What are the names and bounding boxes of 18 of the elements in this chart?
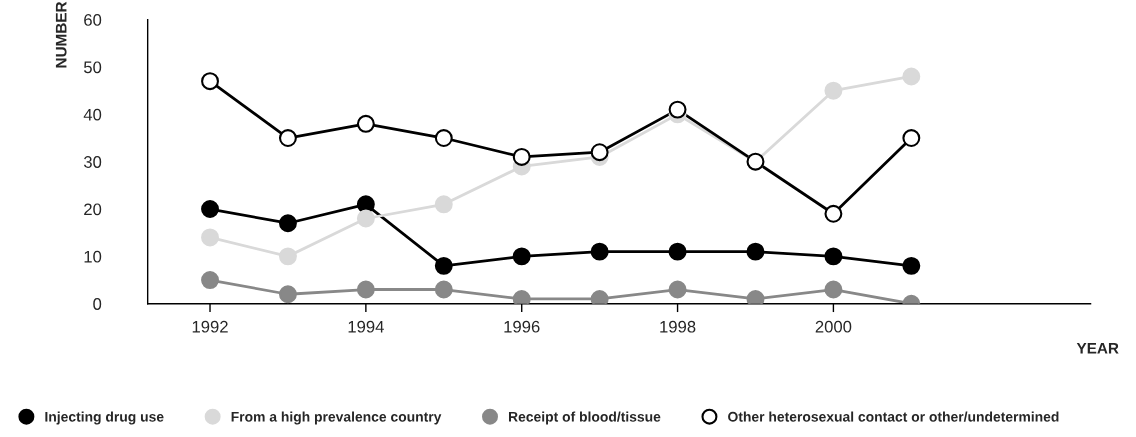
x-tick-label: 1994 <box>348 320 384 333</box>
y-tick-label: 30 <box>83 156 102 168</box>
x-axis-title: YEAR <box>1076 343 1119 354</box>
y-tick-label: 0 <box>93 298 102 310</box>
y-tick-label: 60 <box>84 14 102 26</box>
y-tick-label: 20 <box>84 203 102 216</box>
legend-label: Receipt of blood/tissue <box>508 411 661 425</box>
y-tick-label: 10 <box>84 250 102 263</box>
x-tick-label: 2000 <box>815 320 852 333</box>
x-tick-label: 1996 <box>504 320 540 333</box>
legend-label: Injecting drug use <box>45 411 164 425</box>
y-tick-label: 40 <box>83 108 102 121</box>
x-tick-label: 1998 <box>660 320 696 333</box>
x-tick-label: 1992 <box>192 320 228 333</box>
legend-label: From a high prevalence country <box>231 411 442 425</box>
y-tick-label: 50 <box>83 61 102 74</box>
legend-label: Other heterosexual contact or other/undetermined <box>728 411 1059 422</box>
y-axis-title: NUMBER <box>55 1 67 68</box>
